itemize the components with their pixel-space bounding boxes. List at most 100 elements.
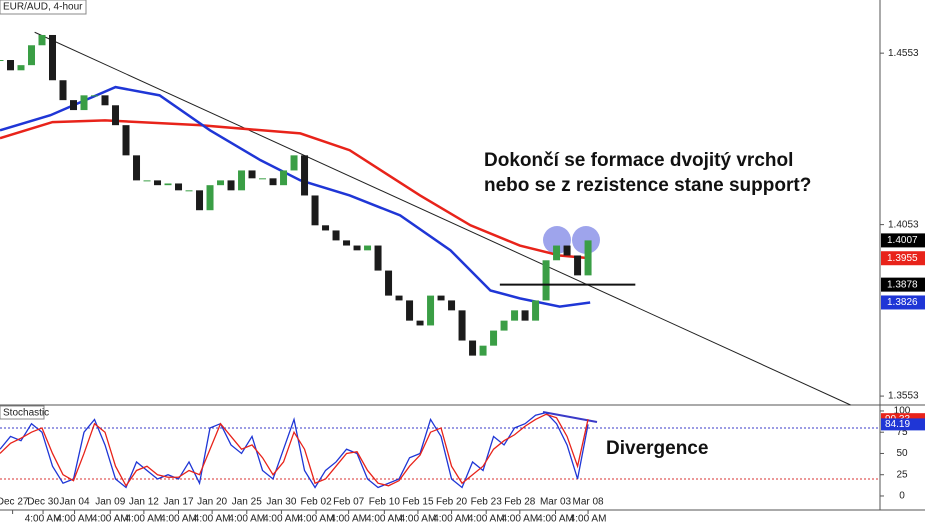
candle (227, 180, 235, 191)
candle (70, 100, 78, 111)
annotation: Dokončí se formace dvojitý vrchol (484, 150, 793, 171)
y-tick-label: 1.3553 (888, 391, 919, 402)
candle (479, 345, 487, 356)
value-flag-label: 84.19 (885, 419, 910, 430)
candle (416, 320, 424, 326)
candle (332, 230, 340, 241)
price-flag (881, 233, 925, 248)
candle (448, 300, 456, 311)
candle (91, 95, 99, 97)
y-tick-label: 50 (896, 448, 908, 459)
time-label: 4:00 AM (56, 514, 93, 525)
annotation: Divergence (606, 438, 708, 459)
candle (521, 310, 529, 321)
y-tick-label: 0 (899, 491, 905, 502)
candle (175, 183, 183, 191)
candle (584, 240, 592, 276)
time-label: 4:00 AM (400, 514, 437, 525)
price-flag-label: 1.3826 (887, 297, 918, 308)
candle (143, 180, 151, 182)
y-tick-label: 75 (896, 427, 908, 438)
candle (427, 295, 435, 326)
candle (185, 190, 193, 192)
candle (458, 310, 466, 341)
x-tick-label: Jan 25 (232, 497, 262, 508)
candle (532, 300, 540, 321)
time-label: 4:00 AM (92, 514, 129, 525)
candle (112, 105, 120, 126)
candle (259, 178, 267, 180)
candle (500, 320, 508, 331)
x-tick-label: Mar 08 (573, 497, 605, 508)
candle (280, 170, 288, 186)
candle (217, 180, 225, 186)
x-tick-label: Jan 09 (95, 497, 125, 508)
candle (353, 245, 361, 251)
x-tick-label: Dec 27 (0, 497, 29, 508)
time-label: 4:00 AM (194, 514, 231, 525)
price-flag (881, 277, 925, 292)
moving-average (0, 85, 591, 308)
time-label: 4:00 AM (25, 514, 62, 525)
x-tick-label: Jan 04 (60, 497, 90, 508)
candle (574, 255, 582, 276)
candle (206, 185, 214, 211)
candle (374, 245, 382, 271)
trendline (34, 31, 851, 406)
candle (28, 45, 36, 66)
time-label: 4:00 AM (160, 514, 197, 525)
time-label: 4:00 AM (501, 514, 538, 525)
x-tick-label: Feb 15 (402, 497, 434, 508)
candle (301, 155, 309, 196)
candle (133, 155, 141, 181)
candle (49, 34, 57, 81)
candle (364, 245, 372, 251)
time-label: 4:00 AM (570, 514, 607, 525)
candle (238, 170, 246, 191)
x-tick-label: Jan 17 (164, 497, 194, 508)
price-flag (881, 251, 925, 266)
time-label: 4:00 AM (228, 514, 265, 525)
stoch-title: Stochastic (3, 408, 49, 419)
x-tick-label: Feb 02 (301, 497, 333, 508)
candle (59, 80, 67, 101)
stoch-line (0, 411, 589, 489)
candle (490, 330, 498, 346)
candle (154, 180, 162, 186)
candle (290, 155, 298, 171)
candle (542, 260, 550, 301)
time-label: 4:00 AM (330, 514, 367, 525)
stoch-title-box (0, 405, 45, 420)
candle (406, 300, 414, 321)
candle (248, 170, 256, 179)
candle (311, 195, 319, 226)
candle (7, 60, 15, 71)
candle (343, 240, 351, 246)
title-box (0, 0, 87, 15)
candle (511, 310, 519, 321)
price-flag-label: 1.3878 (887, 279, 918, 290)
candle (385, 270, 393, 296)
x-tick-label: Dec 30 (27, 497, 59, 508)
top-marker (572, 226, 600, 254)
candle (80, 95, 88, 111)
candle (553, 245, 561, 261)
candle (101, 95, 109, 106)
moving-average (0, 119, 591, 260)
x-tick-label: Jan 12 (129, 497, 159, 508)
candle (17, 65, 25, 71)
candle (164, 183, 172, 186)
candle (437, 295, 445, 301)
stoch-line (0, 413, 589, 488)
x-tick-label: Feb 10 (369, 497, 401, 508)
x-tick-label: Feb 23 (471, 497, 503, 508)
candle (196, 190, 204, 211)
time-label: 4:00 AM (298, 514, 335, 525)
x-tick-label: Jan 30 (266, 497, 296, 508)
x-tick-label: Feb 20 (436, 497, 468, 508)
time-label: 4:00 AM (263, 514, 300, 525)
x-tick-label: Jan 20 (197, 497, 227, 508)
time-label: 4:00 AM (366, 514, 403, 525)
candle (269, 178, 277, 186)
y-tick-label: 1.4053 (888, 219, 919, 230)
